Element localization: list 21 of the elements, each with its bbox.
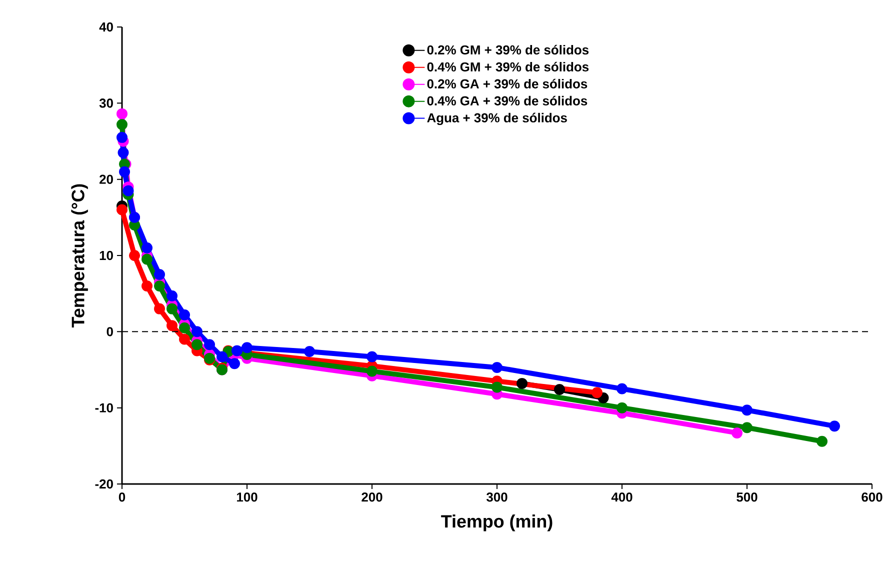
y-tick-label: 40 xyxy=(99,22,113,32)
x-tick-label: 600 xyxy=(862,492,882,502)
x-tick-label: 300 xyxy=(486,492,508,502)
y-tick-label: 0 xyxy=(106,327,113,336)
x-tick-label: 400 xyxy=(611,492,632,502)
legend-label: 0.2% GA + 39% de sólidos xyxy=(427,78,588,88)
legend-label: Agua + 39% de sólidos xyxy=(427,112,567,126)
y-axis-title: Temperatura (°C) xyxy=(71,184,88,328)
x-tick-label: 100 xyxy=(237,492,258,502)
x-tick-label: 500 xyxy=(736,492,758,502)
x-axis-title: Tiempo (min) xyxy=(441,514,552,532)
legend-label: 0.2% GM + 39% de sólidos xyxy=(427,44,589,55)
x-tick-label: 0 xyxy=(118,492,126,502)
x-tick-label: 200 xyxy=(362,492,382,502)
legend-label: 0.4% GM + 39% de sólidos xyxy=(427,62,589,72)
y-tick-label: 20 xyxy=(100,174,113,184)
y-tick-label: -20 xyxy=(95,479,113,489)
y-tick-label: 30 xyxy=(99,98,113,108)
legend-label: 0.4% GA + 39% de sólidos xyxy=(427,96,588,106)
y-tick-label: 10 xyxy=(100,250,113,260)
y-tick-label: -10 xyxy=(95,403,113,412)
